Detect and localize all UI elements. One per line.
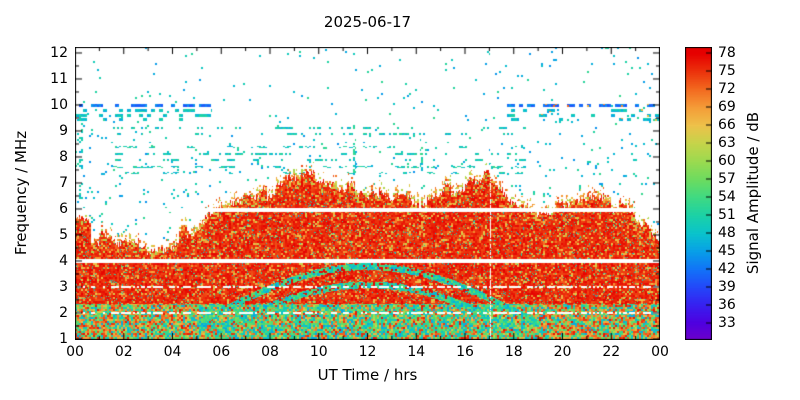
y-tick-label: 4 [59,252,68,269]
x-tick-label: 22 [602,344,621,360]
heatmap-canvas [75,47,660,340]
chart-title: 2025-06-17 [323,13,412,31]
colorbar-tick-label: 57 [718,171,736,187]
x-tick-label: 00 [66,344,84,360]
x-tick-label: 02 [114,344,133,360]
y-tick-label: 9 [59,122,68,139]
x-tick-label: 14 [407,344,426,360]
colorbar-tick-label: 48 [718,225,736,241]
colorbar-tick-label: 72 [718,81,736,97]
colorbar-tick-label: 66 [718,117,736,133]
y-tick-label: 8 [59,148,68,165]
colorbar-tick-label: 45 [718,243,736,259]
y-tick-label: 5 [59,226,68,243]
colorbar-canvas [685,47,712,340]
x-tick-label: 00 [651,344,669,360]
y-tick-label: 1 [59,330,68,347]
x-tick-label: 06 [212,344,231,360]
colorbar-tick-label: 39 [718,279,736,295]
x-tick-label: 04 [163,344,182,360]
y-tick-label: 2 [59,304,68,321]
colorbar-tick-label: 42 [718,261,736,277]
colorbar-tick-label: 75 [718,63,736,79]
x-tick-label: 20 [553,344,572,360]
colorbar-tick-label: 51 [718,207,736,223]
colorbar-tick-label: 33 [718,315,736,331]
colorbar-tick-label: 69 [718,99,736,115]
y-tick-label: 12 [50,44,68,61]
x-tick-label: 10 [309,344,328,360]
y-tick-label: 3 [59,278,68,295]
x-tick-label: 16 [456,344,474,360]
y-tick-label: 7 [59,174,68,191]
x-tick-label: 08 [261,344,279,360]
x-tick-label: 18 [504,344,523,360]
colorbar-tick-label: 63 [718,135,736,151]
x-tick-label: 12 [358,344,377,360]
y-tick-label: 10 [50,96,68,113]
colorbar-tick-label: 78 [718,45,736,61]
colorbar-label: Signal Amplitude / dB [744,111,762,275]
y-tick-label: 6 [59,200,68,217]
colorbar-tick-label: 60 [718,153,736,169]
x-axis-label: UT Time / hrs [317,366,418,384]
colorbar-tick-label: 54 [718,189,736,205]
y-tick-label: 11 [50,70,68,87]
colorbar-tick-label: 36 [718,297,736,313]
